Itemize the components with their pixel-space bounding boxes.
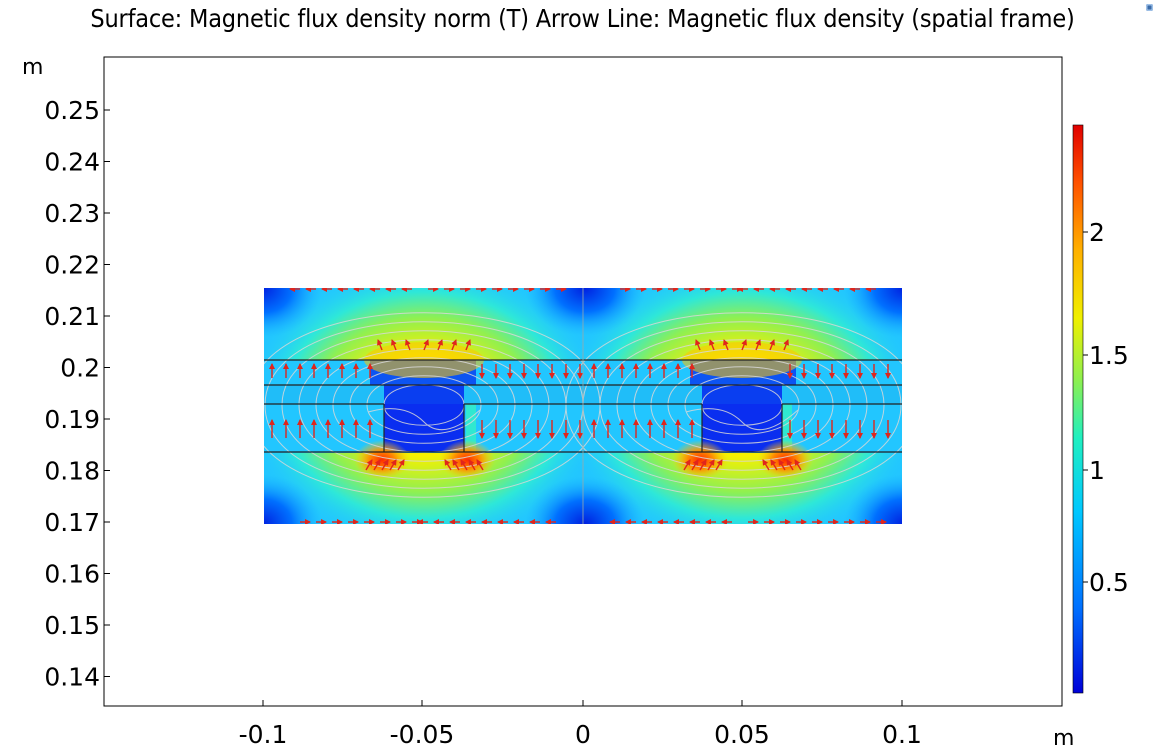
flux-arrow: [476, 459, 484, 471]
flux-arrow: [691, 459, 699, 471]
colorbar-ticks: 2 1.5 1 0.5: [1083, 218, 1129, 597]
contour-line: [684, 375, 800, 435]
contour-line: [367, 408, 481, 431]
colorbar-tick-label: 1.5: [1089, 341, 1129, 370]
x-tick-label: -0.1: [239, 720, 288, 749]
flux-arrow: [794, 459, 802, 471]
y-tick-label: 0.25: [44, 96, 100, 125]
x-tick-label: -0.05: [390, 720, 455, 749]
y-tick-label: 0.14: [44, 663, 100, 692]
contour-line: [332, 357, 516, 453]
flux-arrow: [783, 339, 789, 351]
y-tick-label: 0.23: [44, 199, 100, 228]
flux-arrow: [451, 339, 457, 351]
flux-arrow: [405, 339, 411, 351]
y-tick-label: 0.2: [60, 354, 100, 383]
flux-arrow: [786, 459, 794, 471]
flux-arrow: [423, 339, 429, 351]
flux-arrow: [699, 459, 707, 471]
colorbar-tick-label: 0.5: [1089, 568, 1129, 597]
y-tick-label: 0.19: [44, 405, 100, 434]
y-tick-label: 0.21: [44, 302, 100, 331]
colorbar-tick-label: 1: [1089, 456, 1105, 485]
contour-line: [685, 408, 799, 431]
contour-line: [565, 312, 902, 498]
toolbar-toggle-icon[interactable]: [1146, 4, 1153, 11]
y-axis-unit: m: [22, 55, 43, 80]
flux-arrow: [397, 459, 405, 471]
x-tick-label: 0.1: [882, 720, 922, 749]
flux-arrow: [365, 459, 373, 471]
x-tick-label: 0: [575, 720, 591, 749]
flux-arrow: [460, 459, 468, 471]
flux-arrow: [741, 339, 747, 351]
contour-line: [599, 330, 885, 480]
flux-arrow: [373, 459, 381, 471]
flux-arrow: [437, 339, 443, 351]
y-tick-label: 0.24: [44, 148, 100, 177]
contour-line: [366, 375, 482, 435]
flux-arrow: [683, 459, 691, 471]
flux-arrow: [465, 339, 471, 351]
flux-arrow: [391, 339, 397, 351]
flux-arrow: [452, 459, 460, 471]
flux-arrow: [381, 459, 389, 471]
y-tick-label: 0.18: [44, 457, 100, 486]
flux-arrow: [762, 459, 770, 471]
flux-arrow: [715, 459, 723, 471]
flux-arrow: [709, 339, 715, 351]
y-tick-label: 0.22: [44, 251, 100, 280]
contour-line: [315, 348, 533, 462]
colorbar: [1072, 124, 1084, 694]
flux-arrow: [444, 459, 452, 471]
flux-arrow: [468, 459, 476, 471]
y-tick-label: 0.17: [44, 508, 100, 537]
flux-arrow: [389, 459, 397, 471]
y-tick-label: 0.15: [44, 611, 100, 640]
contour-line: [298, 339, 550, 471]
x-tick-label: 0.05: [714, 720, 770, 749]
colorbar-tick-label: 2: [1089, 218, 1105, 247]
flux-arrow: [769, 339, 775, 351]
flux-arrow: [377, 339, 383, 351]
flux-arrow: [778, 459, 786, 471]
flux-arrow: [723, 339, 729, 351]
contour-line: [633, 348, 851, 462]
plot-title: Surface: Magnetic flux density norm (T) …: [90, 4, 1075, 33]
flux-arrow: [770, 459, 778, 471]
contour-line: [616, 339, 868, 471]
y-axis: 0.25 0.24 0.23 0.22 0.21 0.2 0.19 0.18 0.17 0.16 0…: [22, 55, 110, 692]
contour-line: [582, 321, 902, 489]
flux-arrow: [755, 339, 761, 351]
x-axis-unit: m: [1053, 726, 1074, 751]
x-axis: -0.1 -0.05 0 0.05 0.1 m: [239, 700, 1074, 751]
y-tick-label: 0.16: [44, 560, 100, 589]
flux-arrow: [707, 459, 715, 471]
flux-arrow: [695, 339, 701, 351]
